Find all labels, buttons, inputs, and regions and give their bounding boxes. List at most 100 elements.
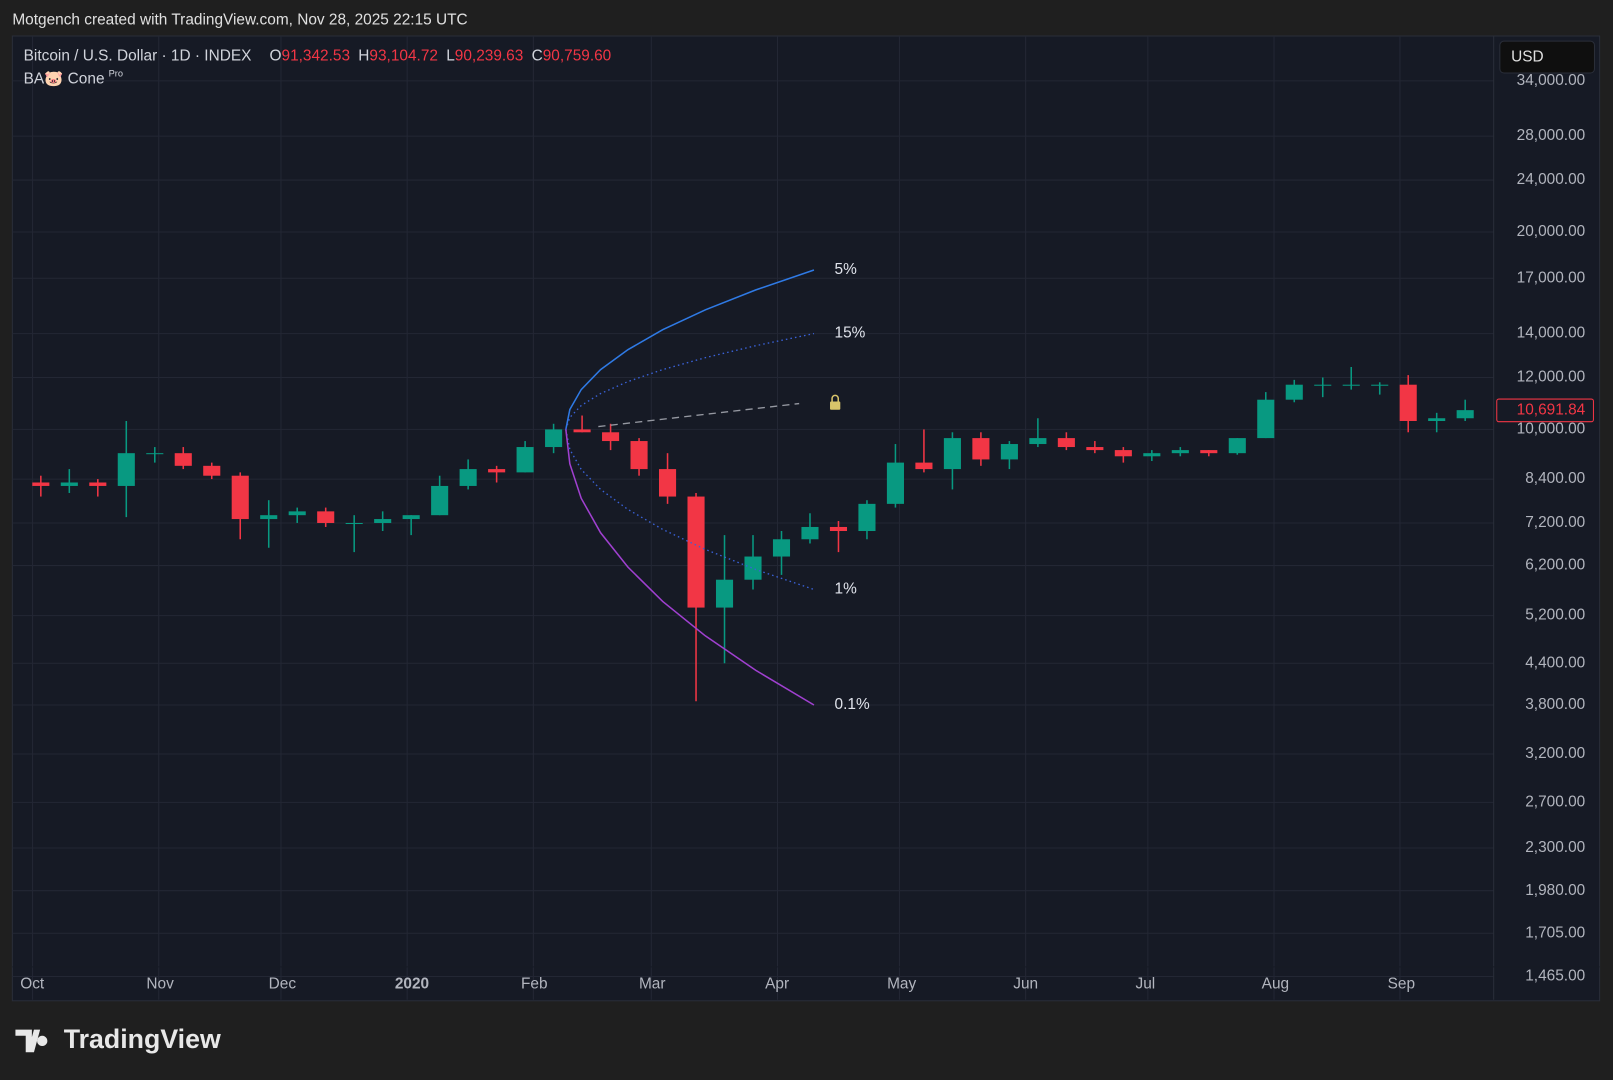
ohlc-legend: O 91,342.53 H 93,104.72 L 90,239.63 C 90,759.60 [270, 48, 612, 65]
y-tick-label: 3,800.00 [1525, 696, 1585, 713]
candle-body [488, 469, 506, 473]
candle-body [1086, 447, 1104, 451]
attribution: Motgench created with TradingView.com, N… [12, 12, 467, 29]
ohlc-value: 90,239.63 [455, 48, 524, 65]
x-tick-label: Nov [146, 975, 174, 992]
ohlc-key: O [270, 48, 282, 65]
currency-button[interactable] [1499, 40, 1595, 74]
symbol: Bitcoin / U.S. Dollar · 1D · INDEX [24, 48, 252, 65]
candle-body [1057, 438, 1075, 448]
y-tick-label: 34,000.00 [1517, 72, 1586, 89]
cone-line [565, 429, 815, 706]
y-tick-label: 2,300.00 [1525, 839, 1585, 856]
candle-body [1228, 438, 1246, 454]
ohlc-value: 90,759.60 [543, 48, 612, 65]
cone-label: 1% [835, 581, 858, 598]
y-tick-label: 12,000.00 [1517, 369, 1586, 386]
x-tick-label: Sep [1388, 975, 1415, 992]
candle-body [1257, 399, 1275, 439]
y-tick-label: 24,000.00 [1517, 171, 1586, 188]
candle-body [374, 519, 392, 523]
y-tick-label: 20,000.00 [1517, 223, 1586, 240]
x-tick-label: May [887, 975, 916, 992]
candle-body [1114, 450, 1132, 457]
candle-body [1171, 450, 1189, 454]
candle-body [1029, 438, 1047, 445]
candle-body [545, 429, 563, 448]
currency[interactable]: USD [1511, 49, 1544, 66]
brand: TradingView [64, 1024, 221, 1054]
ohlc-value: 91,342.53 [282, 48, 351, 65]
y-tick-label: 5,200.00 [1525, 607, 1585, 624]
x-tick-label: Dec [269, 975, 297, 992]
candle-body [146, 453, 164, 455]
candle-body [886, 462, 904, 504]
candle-body [715, 579, 734, 608]
y-tick-label: 7,200.00 [1525, 514, 1585, 531]
candle-body [345, 522, 363, 525]
candle-body [915, 462, 933, 470]
brand-logo [15, 1029, 48, 1053]
ohlc-key: H [358, 48, 369, 65]
candle-body [89, 482, 107, 486]
x-tick-label: 2020 [395, 975, 429, 992]
candle-body [602, 432, 620, 442]
plot: 5% 15% 1% 0.1% [32, 261, 1474, 713]
candle-body [1143, 453, 1161, 457]
candle-body [1371, 384, 1389, 386]
candle-body [1000, 444, 1018, 460]
candle-body [829, 526, 848, 532]
candle-body [1200, 450, 1218, 454]
candle-body [1314, 384, 1332, 386]
y-tick-label: 14,000.00 [1517, 325, 1586, 342]
candle-body [32, 482, 50, 486]
candle-body [943, 438, 961, 470]
y-tick-label: 1,980.00 [1525, 882, 1585, 899]
candle-body [1428, 418, 1446, 422]
ohlc-key: L [446, 48, 455, 65]
chart-pane [11, 35, 1601, 1002]
y-tick-label: 10,000.00 [1517, 420, 1586, 437]
candle-body [630, 441, 648, 470]
cone-label: 0.1% [835, 696, 870, 713]
cone-label: 5% [835, 261, 858, 278]
candle-body [60, 482, 78, 486]
lock-icon [831, 394, 840, 402]
candle-body [1456, 410, 1474, 419]
candle-body [459, 469, 477, 486]
y-tick-label: 8,400.00 [1525, 470, 1585, 487]
lock-icon [830, 401, 841, 410]
candle-body [117, 453, 135, 486]
last-price-box [1496, 398, 1594, 423]
candle-body [317, 511, 335, 523]
cone-line [565, 269, 815, 430]
x-tick-label: Apr [765, 975, 789, 992]
y-tick-label: 28,000.00 [1517, 127, 1586, 144]
candle-body [431, 485, 449, 516]
ohlc-key: C [532, 48, 543, 65]
y-tick-label: 2,700.00 [1525, 793, 1585, 810]
x-tick-label: Jun [1013, 975, 1038, 992]
candle-body [659, 469, 677, 497]
y-tick-label: 6,200.00 [1525, 557, 1585, 574]
y-tick-label: 3,200.00 [1525, 745, 1585, 762]
candle-body [972, 438, 990, 460]
candle-body [772, 539, 791, 557]
ohlc-value: 93,104.72 [369, 48, 438, 65]
candle-body [1399, 384, 1417, 422]
y-tick-label: 1,465.00 [1525, 968, 1585, 985]
cone-label: 15% [835, 325, 866, 342]
x-tick-label: Oct [20, 975, 45, 992]
candle-body [402, 515, 420, 520]
candle-body [288, 511, 306, 516]
candle-body [1342, 384, 1360, 386]
x-tick-label: Aug [1262, 975, 1289, 992]
indicator: BA🐷 Cone [24, 70, 105, 87]
x-tick-label: Mar [639, 975, 666, 992]
candle-body [573, 429, 591, 433]
y-tick-label: 4,400.00 [1525, 654, 1585, 671]
cone-line [598, 402, 800, 428]
candle-body [1285, 384, 1303, 400]
